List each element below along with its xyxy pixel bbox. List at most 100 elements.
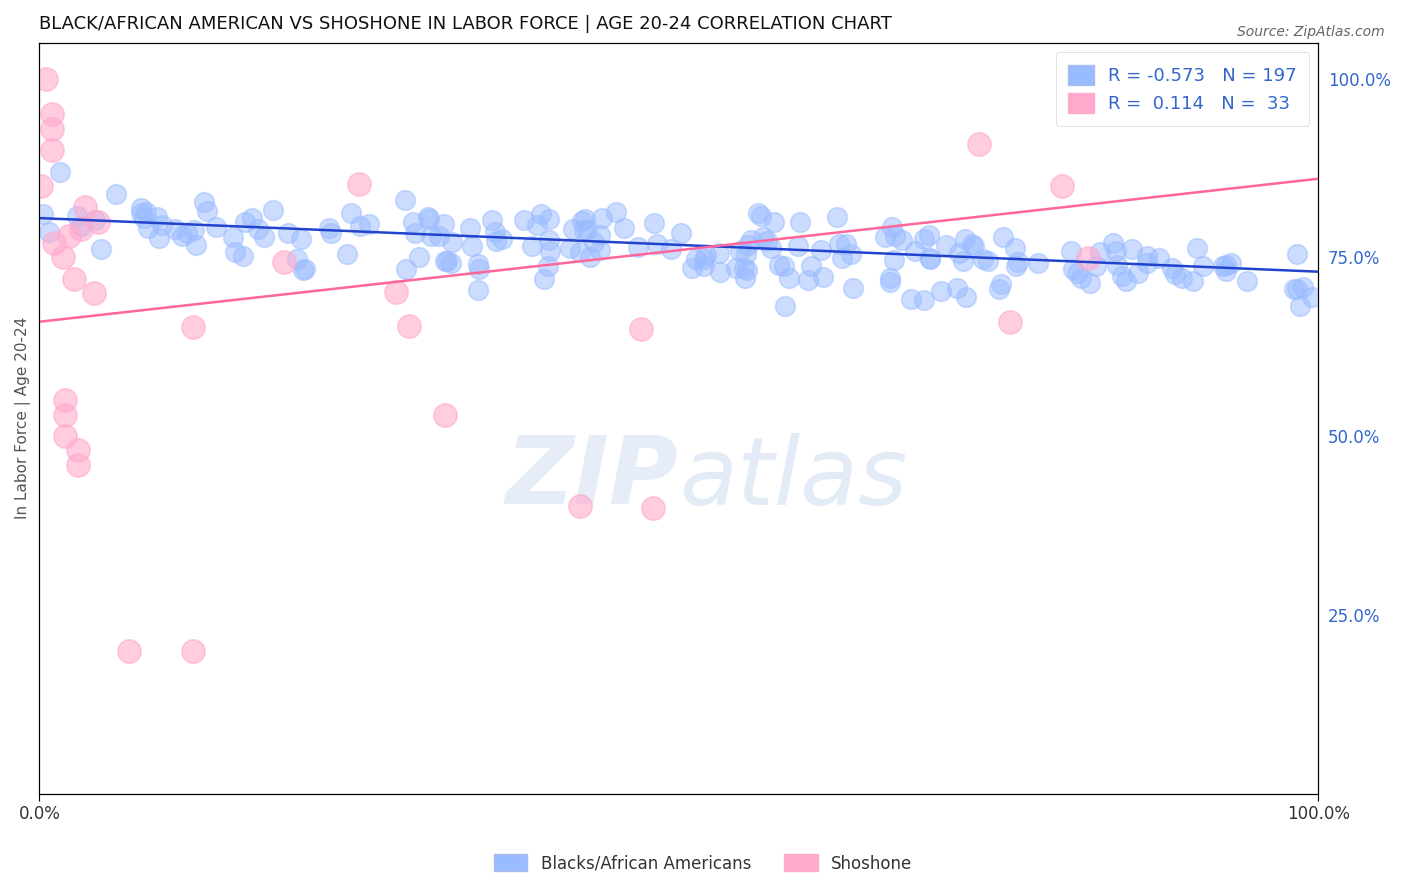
Point bbox=[193, 195, 215, 210]
Point bbox=[181, 320, 204, 334]
Point bbox=[205, 220, 228, 235]
Point bbox=[778, 271, 800, 285]
Point bbox=[537, 259, 560, 273]
Point bbox=[693, 252, 716, 266]
Point bbox=[1070, 271, 1092, 285]
Point bbox=[146, 210, 169, 224]
Point bbox=[87, 214, 110, 228]
Point bbox=[434, 253, 457, 268]
Point bbox=[195, 204, 218, 219]
Point bbox=[53, 429, 76, 443]
Point bbox=[44, 236, 66, 251]
Point bbox=[571, 214, 593, 228]
Point bbox=[1236, 274, 1258, 288]
Point bbox=[484, 226, 506, 240]
Point bbox=[952, 254, 974, 268]
Point bbox=[318, 220, 340, 235]
Point bbox=[967, 136, 990, 151]
Point bbox=[977, 253, 1000, 268]
Point bbox=[627, 240, 650, 254]
Point bbox=[440, 256, 463, 270]
Point bbox=[762, 214, 785, 228]
Point bbox=[918, 228, 941, 243]
Point bbox=[643, 216, 665, 230]
Point bbox=[1066, 266, 1088, 280]
Point bbox=[707, 246, 730, 260]
Point bbox=[52, 251, 75, 265]
Point bbox=[163, 222, 186, 236]
Point bbox=[336, 247, 359, 261]
Point bbox=[568, 499, 591, 513]
Point bbox=[574, 211, 596, 226]
Point bbox=[1212, 259, 1234, 273]
Point bbox=[84, 213, 107, 227]
Point bbox=[135, 204, 157, 219]
Point bbox=[669, 226, 692, 240]
Point bbox=[170, 228, 193, 243]
Point bbox=[920, 252, 942, 267]
Point bbox=[681, 261, 703, 276]
Point bbox=[787, 238, 810, 252]
Point bbox=[613, 221, 636, 235]
Point bbox=[394, 193, 416, 207]
Point bbox=[558, 241, 581, 255]
Point bbox=[148, 231, 170, 245]
Point bbox=[592, 211, 614, 225]
Point bbox=[960, 236, 983, 251]
Point bbox=[418, 211, 440, 226]
Point bbox=[347, 178, 370, 192]
Point bbox=[643, 500, 665, 515]
Point bbox=[538, 211, 561, 226]
Point bbox=[761, 241, 783, 255]
Point bbox=[1062, 261, 1084, 276]
Point bbox=[513, 212, 536, 227]
Point bbox=[69, 219, 91, 233]
Point bbox=[136, 221, 159, 235]
Point bbox=[104, 187, 127, 202]
Point bbox=[183, 223, 205, 237]
Point bbox=[918, 252, 941, 266]
Point bbox=[1286, 247, 1309, 261]
Point bbox=[998, 315, 1021, 329]
Point bbox=[349, 219, 371, 234]
Point bbox=[467, 261, 489, 276]
Point bbox=[247, 222, 270, 236]
Point bbox=[294, 261, 316, 276]
Text: atlas: atlas bbox=[679, 433, 907, 524]
Point bbox=[695, 248, 717, 262]
Point bbox=[935, 237, 957, 252]
Point bbox=[408, 250, 430, 264]
Point bbox=[948, 245, 970, 260]
Point bbox=[605, 205, 627, 219]
Point bbox=[1105, 258, 1128, 272]
Point bbox=[1181, 273, 1204, 287]
Point bbox=[752, 229, 775, 244]
Point bbox=[1115, 274, 1137, 288]
Point bbox=[827, 236, 849, 251]
Point bbox=[491, 231, 513, 245]
Point bbox=[83, 286, 105, 301]
Point bbox=[1052, 178, 1074, 193]
Point bbox=[132, 211, 155, 226]
Point bbox=[875, 230, 897, 244]
Point bbox=[576, 223, 599, 237]
Point bbox=[630, 322, 652, 336]
Point bbox=[184, 238, 207, 252]
Point bbox=[1007, 255, 1029, 269]
Point bbox=[1105, 244, 1128, 258]
Point bbox=[1301, 290, 1323, 304]
Point bbox=[150, 218, 173, 232]
Point bbox=[273, 255, 295, 269]
Point bbox=[929, 284, 952, 298]
Point bbox=[645, 236, 668, 251]
Point bbox=[1088, 245, 1111, 260]
Point bbox=[1004, 241, 1026, 255]
Point bbox=[481, 212, 503, 227]
Point bbox=[1187, 241, 1209, 255]
Point bbox=[436, 254, 458, 268]
Point bbox=[728, 244, 751, 259]
Point bbox=[404, 226, 426, 240]
Point bbox=[240, 211, 263, 225]
Point bbox=[561, 222, 583, 236]
Point bbox=[66, 458, 89, 472]
